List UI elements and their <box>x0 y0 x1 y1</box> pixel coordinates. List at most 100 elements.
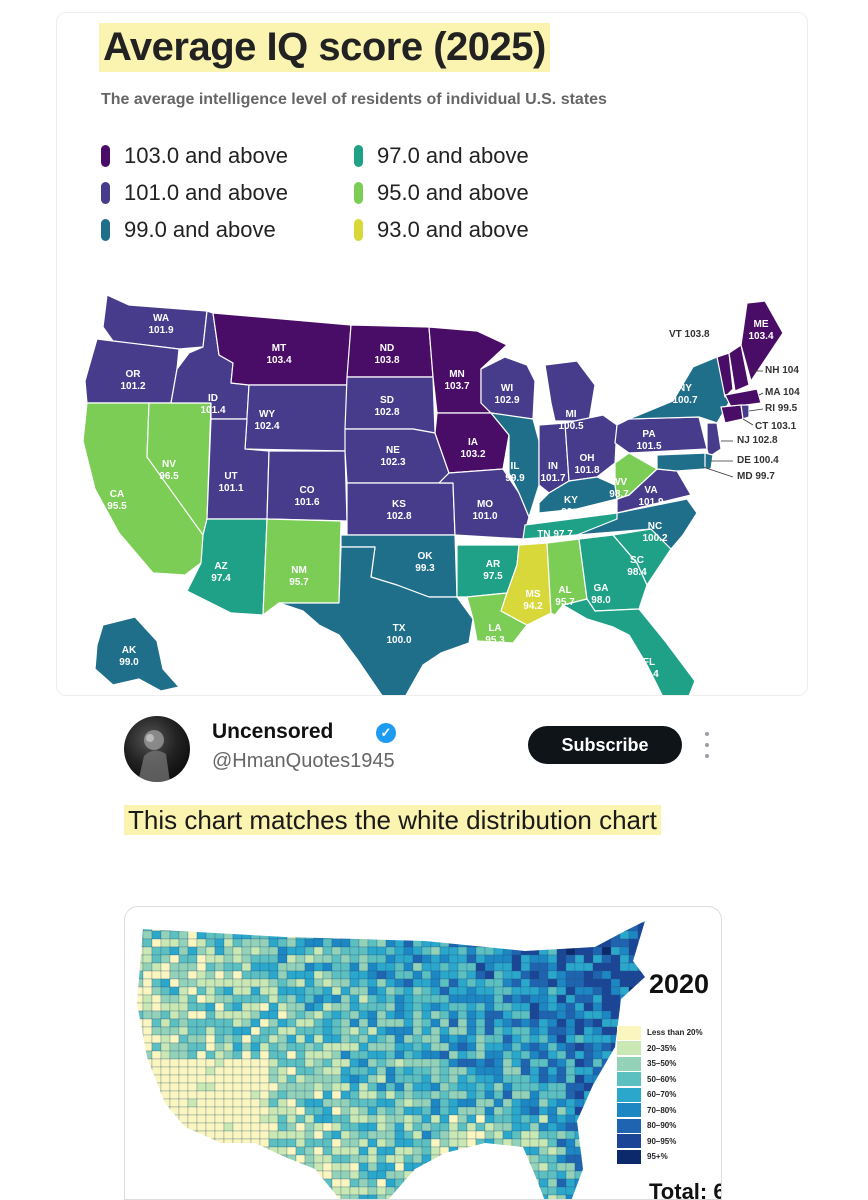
county-cell <box>214 994 225 1004</box>
county-cell <box>395 907 404 915</box>
county-cell <box>547 946 558 956</box>
avatar[interactable] <box>124 716 190 782</box>
county-cell <box>232 1122 243 1132</box>
county-cell <box>196 1130 207 1140</box>
county-cell <box>125 1123 134 1131</box>
user-handle[interactable]: @HmanQuotes1945 <box>212 750 395 772</box>
county-cell <box>358 1130 369 1140</box>
county-cell <box>322 1154 333 1164</box>
county-cell <box>142 986 153 996</box>
county-cell <box>511 1098 522 1108</box>
county-cell <box>241 1002 252 1012</box>
county-cell <box>178 1146 189 1156</box>
county-cell <box>367 1106 378 1116</box>
county-cell <box>268 1034 279 1044</box>
county-cell <box>268 1130 279 1140</box>
more-options-icon[interactable] <box>702 732 712 758</box>
county-cell <box>331 930 342 940</box>
county-cell <box>583 1186 594 1196</box>
county-cell <box>232 1074 243 1084</box>
county-cell <box>601 1130 612 1140</box>
county-cell <box>439 922 450 932</box>
county-cell <box>430 994 441 1004</box>
county-cell <box>295 1114 306 1124</box>
county-cell <box>475 938 486 948</box>
county-cell <box>484 1098 495 1108</box>
county-cell <box>556 938 567 948</box>
county-cell <box>367 1042 378 1052</box>
county-cell <box>268 921 279 924</box>
county-cell <box>430 1002 441 1012</box>
county-cell <box>421 1042 432 1052</box>
county-cell <box>169 1186 180 1196</box>
county-cell <box>520 1114 531 1124</box>
county-cell <box>619 921 630 924</box>
county-cell <box>421 946 432 956</box>
county-cell <box>142 1074 153 1084</box>
county-cell <box>457 1186 468 1196</box>
county-cell <box>368 907 377 915</box>
county-cell <box>277 1018 288 1028</box>
county-cell <box>412 1194 423 1199</box>
county-cell <box>340 1050 351 1060</box>
state-label-NC: NC 100.2 <box>625 521 685 545</box>
county-cell <box>628 922 639 932</box>
county-cell <box>484 1018 495 1028</box>
county-cell <box>565 1018 576 1028</box>
county-cell <box>430 1066 441 1076</box>
county-cell <box>250 1162 261 1172</box>
county-cell <box>466 978 477 988</box>
county-cell <box>457 930 468 940</box>
county-cell <box>196 1138 207 1148</box>
county-cell <box>475 1178 486 1188</box>
county-cell <box>349 1178 360 1188</box>
county-cell <box>556 994 567 1004</box>
county-cell <box>125 1011 134 1019</box>
county-legend-row: 90–95% <box>617 1134 703 1150</box>
county-cell <box>502 1122 513 1132</box>
county-cell <box>196 978 207 988</box>
county-cell <box>565 1114 576 1124</box>
county-cell <box>178 978 189 988</box>
county-cell <box>493 1090 504 1100</box>
county-cell <box>520 1178 531 1188</box>
county-cell <box>151 1186 162 1196</box>
county-cell <box>304 1066 315 1076</box>
county-cell <box>322 970 333 980</box>
county-cell <box>574 1194 585 1199</box>
county-cell <box>304 986 315 996</box>
county-cell <box>592 970 603 980</box>
county-cell <box>277 1010 288 1020</box>
county-cell <box>259 1010 270 1020</box>
county-cell <box>511 986 522 996</box>
county-cell <box>610 954 621 964</box>
county-cell <box>583 1194 594 1199</box>
county-cell <box>250 1074 261 1084</box>
county-cell <box>403 1178 414 1188</box>
county-map-image[interactable]: 2020 Less than 20% 20–35% 35–50% 50–60% … <box>124 906 722 1200</box>
state-label-CO: CO 101.6 <box>277 485 337 509</box>
county-cell <box>430 1042 441 1052</box>
county-cell <box>565 986 576 996</box>
county-cell <box>241 921 252 924</box>
county-cell <box>583 970 594 980</box>
county-cell <box>619 1170 630 1180</box>
display-name[interactable]: Uncensored <box>212 720 334 743</box>
county-cell <box>205 921 216 924</box>
county-cell <box>376 1130 387 1140</box>
subscribe-button[interactable]: Subscribe <box>528 726 682 764</box>
county-cell <box>160 1194 171 1199</box>
county-cell <box>214 1186 225 1196</box>
county-cell <box>601 938 612 948</box>
county-cell <box>421 1194 432 1199</box>
county-cell <box>376 978 387 988</box>
county-cell <box>286 921 297 924</box>
county-cell <box>511 1154 522 1164</box>
county-cell <box>286 1138 297 1148</box>
county-cell <box>178 1194 189 1199</box>
county-cell <box>376 994 387 1004</box>
county-cell <box>556 1042 567 1052</box>
county-cell <box>529 1058 540 1068</box>
county-cell <box>178 946 189 956</box>
county-cell <box>592 962 603 972</box>
